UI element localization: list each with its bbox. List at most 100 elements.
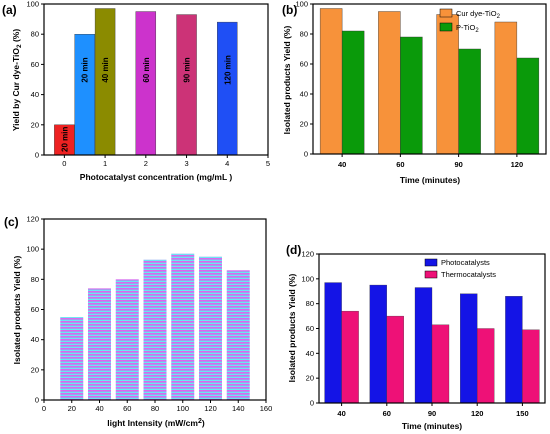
legend-label-p-tio2: P-TiO2: [456, 23, 479, 34]
panel-d-bar: [505, 296, 523, 404]
panel-c-ytick-label: 60: [31, 305, 39, 314]
panel-a-ytick-label: 0: [35, 151, 39, 160]
panel-b-xtick-label: 120: [511, 160, 524, 169]
panel-b-legend: Cur dye-TiO2 P-TiO2: [439, 8, 501, 34]
panel-b-frame: [312, 3, 547, 155]
panel-d-xtick-label: 60: [383, 409, 391, 418]
legend-swatch-photocatalysts: [424, 258, 438, 267]
panel-a-xtick-label: 4: [225, 159, 229, 168]
panel-d-ytick-label: 0: [310, 399, 314, 408]
panel-d-ytick-label: 20: [306, 374, 314, 383]
panel-d-legend: Photocatalysts Thermocatalysts: [424, 258, 496, 279]
panel-c-frame: [43, 218, 267, 401]
panel-a: (a) 20 min 20 min 40 min 60 min 90 min 120 mi…: [2, 0, 270, 182]
panel-c-xtick-label: 120: [204, 404, 217, 413]
panel-a-bar-label: 20 min: [81, 57, 90, 82]
panel-b-ytick-label: 80: [300, 30, 308, 39]
panel-c-bar: [60, 317, 84, 400]
panel-a-ytick-label: 100: [26, 0, 39, 9]
panel-a-bar: [176, 14, 197, 156]
panel-c-xtick-label: 20: [68, 404, 76, 413]
panel-a-xtick-label: 1: [103, 159, 107, 168]
panel-a-bar-label: 90 min: [183, 57, 192, 82]
panel-b-bar: [436, 14, 459, 155]
panel-d-bar: [324, 282, 342, 404]
legend-swatch-cur-dye: [439, 8, 453, 18]
panel-b-xtick-label: 90: [454, 160, 462, 169]
panel-c-ytick-label: 20: [31, 365, 39, 374]
panel-c-xtick-label: 40: [95, 404, 103, 413]
panel-a-xtick-label: 2: [144, 159, 148, 168]
panel-c-label: (c): [4, 215, 19, 229]
panel-c-xtick-label: 100: [176, 404, 189, 413]
panel-c-ytick-label: 40: [31, 335, 39, 344]
panel-b-ytick-label: 60: [300, 60, 308, 69]
panel-c-ytick-label: 120: [26, 215, 39, 224]
panel-d-ytick-label: 80: [306, 299, 314, 308]
panel-d-xtick-label: 90: [428, 409, 436, 418]
panel-c-bar: [143, 259, 167, 400]
panel-a-ytick-label: 60: [31, 60, 39, 69]
panel-a-xtick-label: 0: [62, 159, 66, 168]
panel-c-ytick-label: 80: [31, 275, 39, 284]
panel-b-xlabel: Time (minutes): [400, 175, 460, 185]
legend-swatch-p-tio2: [439, 22, 453, 32]
panel-a-bar: [74, 34, 95, 156]
panel-a-ytick-label: 20: [31, 120, 39, 129]
panel-a-ylabel: Yield by Cur dye-TiO2 (%): [11, 29, 23, 132]
panel-b-bar: [494, 21, 518, 155]
panel-a-label: (a): [2, 3, 17, 17]
panel-c-ytick-label: 100: [26, 245, 39, 254]
panel-b-bar: [516, 57, 540, 155]
panel-d-xlabel: Time (minutes): [402, 421, 462, 431]
panel-a-ytick-label: 40: [31, 90, 39, 99]
legend-label-cur-dye: Cur dye-TiO2: [456, 9, 501, 20]
panel-d-bar: [522, 329, 540, 404]
panel-b-bar: [378, 11, 401, 155]
panel-a-bar: [217, 21, 238, 156]
panel-b-bar: [341, 30, 365, 155]
panel-b-ytick-label: 40: [300, 90, 308, 99]
panel-a-bar-label: 40 min: [101, 57, 110, 82]
panel-d-bar: [460, 293, 478, 404]
panel-c-bar: [88, 288, 111, 400]
panel-a-ytick-label: 80: [31, 30, 39, 39]
panel-b-ytick-label: 0: [304, 150, 308, 159]
panel-d-bar: [369, 284, 387, 404]
panel-c-xtick-label: 140: [232, 404, 245, 413]
panel-a-bar-label: 120 min: [223, 55, 232, 85]
panel-d-bar: [341, 310, 359, 404]
panel-d-frame: [318, 253, 546, 404]
panel-a-bar-label: 20 min: [60, 127, 69, 152]
panel-c-ylabel: Isolated products Yield (%): [12, 256, 22, 365]
panel-c-bar: [199, 256, 222, 400]
legend-swatch-thermocatalysts: [424, 270, 438, 279]
panel-b-label: (b): [282, 3, 297, 17]
legend-label-thermocatalysts: Thermocatalysts: [441, 270, 496, 279]
panel-c: (c) 0 20 40 60 80 100 120 140 160 0 20 40 60 80 100 120…: [4, 215, 272, 429]
panel-b-bar: [319, 8, 343, 155]
panel-b-bar: [400, 36, 423, 155]
panel-b-xtick-label: 40: [338, 160, 346, 169]
panel-b-ytick-label: 100: [295, 0, 308, 9]
panel-a-frame: [43, 3, 269, 156]
panel-b-xtick-label: 60: [396, 160, 404, 169]
legend-label-photocatalysts: Photocatalysts: [441, 258, 490, 267]
panel-a-xlabel: Photocatalyst concentration (mg/mL ): [80, 172, 233, 182]
panel-d-xtick-label: 40: [337, 409, 345, 418]
panel-c-xtick-label: 60: [123, 404, 131, 413]
panel-b-ytick-label: 20: [300, 120, 308, 129]
panel-a-xtick-label: 5: [266, 159, 270, 168]
panel-b: (b) 40 60 90 120 0 20 40 60 80 100 Cur dye-TiO2 P…: [282, 0, 547, 185]
panel-d-ylabel: Isolated products Yield (%): [287, 274, 297, 383]
panel-c-ytick-label: 0: [35, 396, 39, 405]
panel-d-bar: [431, 324, 450, 404]
panel-b-bar: [458, 48, 481, 155]
panel-c-bar: [115, 279, 139, 400]
panel-d-label: (d): [286, 243, 301, 257]
panel-c-xlabel: light Intensity (mW/cm2): [107, 418, 205, 428]
panel-d: (d) 40 60 90 120 150 0 20 40 60 80 100 120 Photocat…: [286, 243, 546, 431]
panel-a-bar-label: 60 min: [142, 57, 151, 82]
panel-c-xtick-label: 0: [42, 404, 46, 413]
